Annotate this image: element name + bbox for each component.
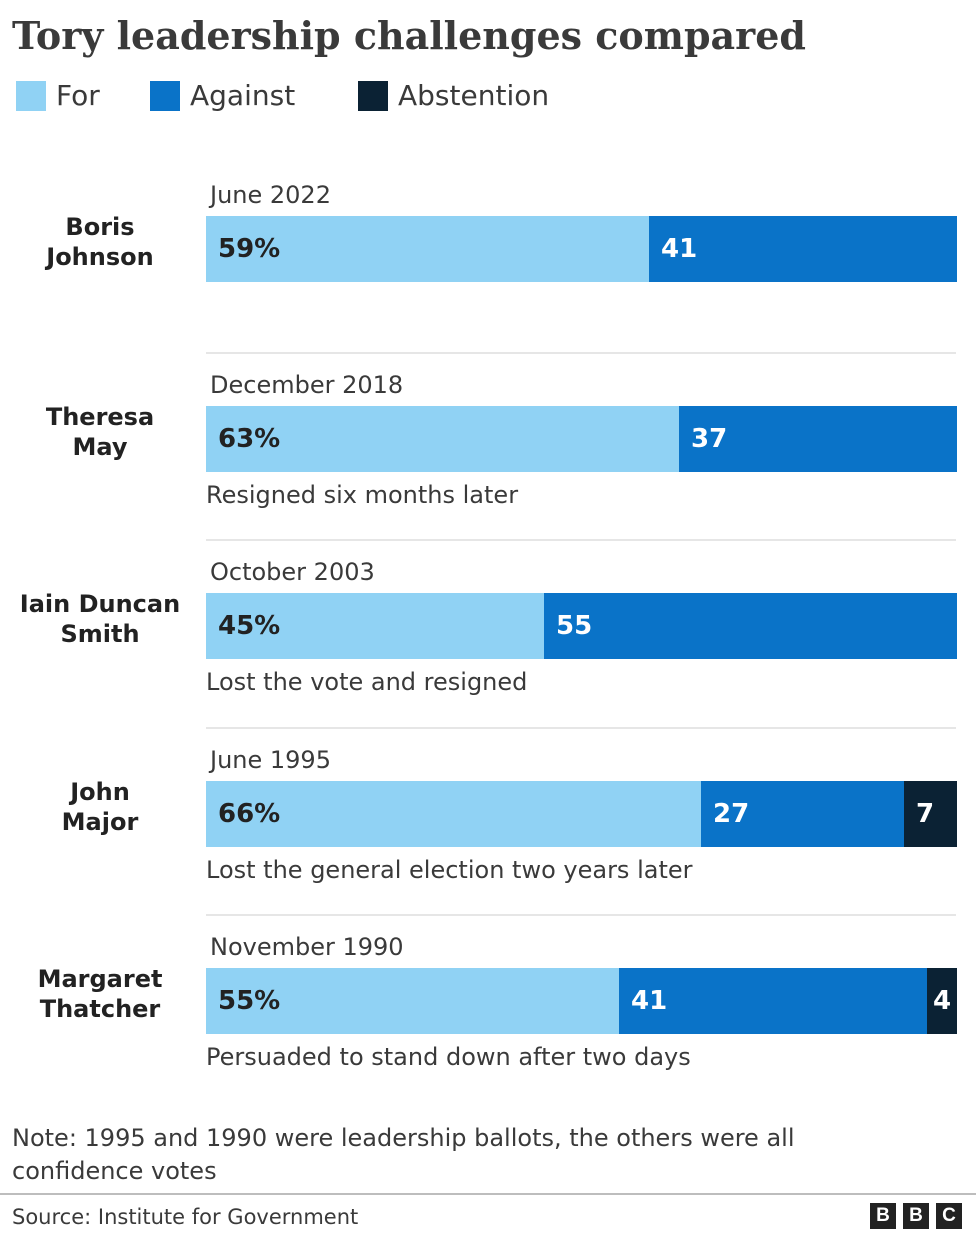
row-divider bbox=[206, 352, 956, 354]
footnote: Note: 1995 and 1990 were leadership ball… bbox=[12, 1124, 795, 1185]
footer-divider bbox=[0, 1193, 976, 1195]
chart-row: Margaret Thatcher November 1990 55% 41 4 Pers… bbox=[0, 914, 976, 1082]
row-divider bbox=[206, 727, 956, 729]
stacked-bar: 45% 55 bbox=[206, 593, 957, 659]
stacked-bar: 55% 41 4 bbox=[206, 968, 957, 1034]
outcome-note: Lost the vote and resigned bbox=[206, 668, 528, 696]
chart-row: John Major June 1995 66% 27 7 Lost the genera… bbox=[0, 727, 976, 895]
bar-segment-abstention bbox=[927, 968, 957, 1034]
challenge-date: June 1995 bbox=[210, 746, 331, 774]
leader-name: Margaret Thatcher bbox=[37, 965, 163, 1023]
bbc-logo-letter: B bbox=[870, 1203, 896, 1229]
leader-name: Theresa May bbox=[45, 403, 155, 461]
value-label-against: 55 bbox=[556, 611, 593, 641]
bar-segment-against bbox=[649, 216, 957, 282]
value-label-for: 66% bbox=[218, 799, 281, 829]
bbc-logo-letter: C bbox=[936, 1203, 962, 1229]
challenge-date: June 2022 bbox=[210, 181, 331, 209]
challenge-date: October 2003 bbox=[210, 558, 375, 586]
stacked-bar: 59% 41 bbox=[206, 216, 957, 282]
outcome-note: Persuaded to stand down after two days bbox=[206, 1043, 691, 1071]
chart-row: Iain Duncan Smith October 2003 45% 55 Lost t… bbox=[0, 539, 976, 707]
legend-label-against: Against bbox=[190, 79, 296, 112]
source-text: Source: Institute for Government bbox=[12, 1205, 359, 1229]
bbc-logo: B B C bbox=[870, 1203, 962, 1229]
chart-row: Theresa May December 2018 63% 37 Resigned si… bbox=[0, 352, 976, 520]
challenge-date: December 2018 bbox=[210, 371, 404, 399]
value-label-against: 27 bbox=[713, 799, 750, 829]
value-label-for: 45% bbox=[218, 611, 281, 641]
legend-swatch-against bbox=[150, 81, 180, 111]
bar-segment-against bbox=[679, 406, 957, 472]
leader-name: John Major bbox=[61, 778, 139, 836]
legend-label-abstention: Abstention bbox=[398, 79, 550, 112]
chart-title: Tory leadership challenges compared bbox=[12, 13, 806, 58]
value-label-against: 41 bbox=[661, 234, 698, 264]
bar-segment-against bbox=[619, 968, 927, 1034]
value-label-against: 41 bbox=[631, 986, 668, 1016]
leader-name: Boris Johnson bbox=[46, 213, 154, 271]
outcome-note: Lost the general election two years late… bbox=[206, 856, 693, 884]
leader-name: Iain Duncan Smith bbox=[19, 590, 181, 648]
bar-segment-against bbox=[701, 781, 904, 847]
bar-segment-for bbox=[206, 593, 544, 659]
legend-swatch-abstention bbox=[358, 81, 388, 111]
legend-label-for: For bbox=[56, 79, 100, 112]
bbc-logo-letter: B bbox=[903, 1203, 929, 1229]
value-label-for: 55% bbox=[218, 986, 281, 1016]
bar-segment-for bbox=[206, 406, 679, 472]
bar-segment-abstention bbox=[904, 781, 957, 847]
row-divider bbox=[206, 539, 956, 541]
bar-segment-against bbox=[544, 593, 957, 659]
bar-segment-for bbox=[206, 216, 649, 282]
value-label-for: 63% bbox=[218, 424, 281, 454]
bar-segment-for bbox=[206, 781, 701, 847]
legend-swatch-for bbox=[16, 81, 46, 111]
value-label-against: 37 bbox=[691, 424, 728, 454]
outcome-note: Resigned six months later bbox=[206, 481, 519, 509]
stacked-bar: 63% 37 bbox=[206, 406, 957, 472]
stacked-bar: 66% 27 7 bbox=[206, 781, 957, 847]
chart-row: Boris Johnson June 2022 59% 41 bbox=[0, 180, 976, 330]
stacked-bar-chart: Boris Johnson June 2022 59% 41 Theresa May De… bbox=[0, 180, 976, 1082]
bar-segment-for bbox=[206, 968, 619, 1034]
value-label-abstention: 7 bbox=[916, 799, 935, 829]
value-label-for: 59% bbox=[218, 234, 281, 264]
value-label-abstention: 4 bbox=[933, 986, 952, 1016]
row-divider bbox=[206, 914, 956, 916]
challenge-date: November 1990 bbox=[210, 933, 404, 961]
